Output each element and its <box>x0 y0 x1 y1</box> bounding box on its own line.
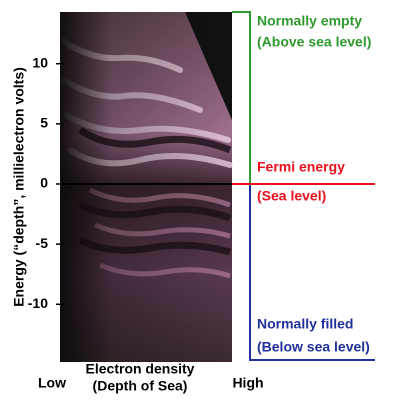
y-tick-label: 0 <box>40 175 48 191</box>
y-tick-label: -5 <box>36 235 49 251</box>
filled-bracket <box>250 184 375 360</box>
annotation: Normally empty <box>257 13 362 29</box>
x-axis-label: Electron density <box>86 361 195 377</box>
annotation: (Sea level) <box>257 188 326 204</box>
annotation: (Above sea level) <box>257 34 371 50</box>
y-tick-label: 5 <box>40 115 48 131</box>
x-high-label: High <box>232 375 263 391</box>
empty-bracket <box>232 12 250 184</box>
x-axis-label: (Depth of Sea) <box>93 378 188 394</box>
x-low-label: Low <box>38 375 66 391</box>
image-shade <box>60 12 232 362</box>
annotation: Normally filled <box>257 316 353 332</box>
annotation: Fermi energy <box>257 159 345 175</box>
y-axis-label: Energy (“depth”, millielectron volts) <box>11 67 27 307</box>
y-tick-label: -10 <box>28 295 48 311</box>
chart: Energy (“depth”, millielectron volts) Lo… <box>0 0 405 401</box>
annotation: (Below sea level) <box>257 339 370 355</box>
spectrum-image <box>60 12 232 362</box>
y-tick-label: 10 <box>32 54 48 70</box>
